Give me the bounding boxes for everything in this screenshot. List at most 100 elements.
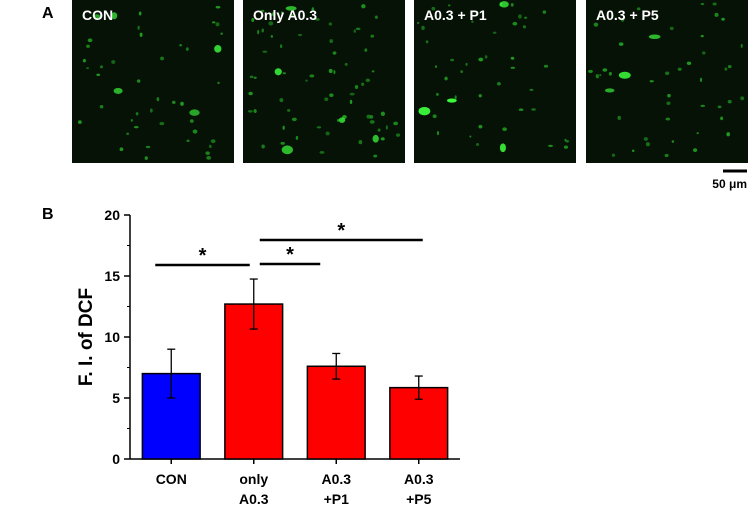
cell [524, 16, 528, 19]
x-tick-label: A0.3 +P5 [404, 471, 434, 507]
cell [432, 114, 437, 119]
cell [602, 68, 608, 72]
cell [285, 6, 297, 11]
cell [666, 101, 671, 105]
cell [135, 112, 139, 116]
cell [282, 125, 285, 130]
cell [475, 143, 480, 146]
cell [138, 11, 142, 16]
cell [253, 109, 257, 114]
cell [113, 87, 123, 94]
significance-label: * [337, 220, 345, 242]
cell [271, 12, 276, 16]
cell [717, 105, 722, 109]
cell [510, 56, 515, 60]
cell [82, 58, 86, 63]
cell [370, 34, 375, 38]
x-tick-label: CON [156, 471, 187, 487]
cell [385, 125, 388, 130]
cell [377, 128, 381, 132]
cell [380, 137, 385, 141]
cell [190, 119, 194, 123]
cell [126, 132, 130, 135]
cell [253, 76, 257, 79]
cell [564, 138, 567, 142]
cell [251, 17, 255, 23]
cell [396, 133, 401, 137]
cell [492, 31, 497, 34]
cell [305, 79, 308, 82]
x-tick-label: A0.3 +P1 [321, 471, 351, 507]
cell [471, 20, 474, 23]
cell [291, 117, 297, 122]
cell [324, 97, 329, 102]
cell [618, 42, 624, 46]
cell [287, 108, 291, 112]
cell [529, 88, 534, 91]
cell [372, 134, 379, 143]
cell [714, 12, 719, 17]
cell [664, 153, 669, 158]
cell [531, 108, 536, 111]
y-tick-label: 20 [104, 207, 120, 223]
micrograph [414, 0, 576, 163]
cell [727, 64, 732, 69]
cell [393, 121, 399, 126]
cell [599, 73, 602, 77]
cell [329, 93, 334, 98]
cell [93, 14, 101, 19]
scale-bar-label: 50 μm [712, 177, 747, 191]
cell [478, 57, 484, 62]
cell [518, 108, 524, 112]
cell [665, 71, 670, 76]
cell [210, 139, 216, 144]
cell [421, 25, 425, 31]
cell [369, 115, 374, 119]
micrograph [72, 0, 234, 163]
cell [186, 139, 190, 143]
cell [369, 120, 375, 124]
cell [309, 74, 315, 78]
cell [354, 85, 359, 90]
cell [447, 4, 451, 7]
cell [192, 129, 198, 134]
image-label: Only A0.3 [253, 7, 317, 23]
cell [444, 76, 448, 81]
cell [290, 13, 294, 17]
cell [645, 142, 650, 147]
cell [608, 71, 612, 76]
cell [295, 135, 299, 140]
cell [361, 4, 366, 9]
cell [643, 137, 648, 141]
x-tick-label: only A0.3 [239, 471, 269, 507]
cell [693, 148, 698, 153]
bar [306, 365, 366, 460]
cell [336, 119, 340, 122]
cell [371, 70, 375, 73]
cell [205, 151, 210, 155]
cell [364, 48, 368, 52]
cell [611, 153, 616, 157]
cell [417, 21, 420, 25]
cell [720, 116, 724, 121]
cell [111, 12, 118, 20]
y-tick-label: 10 [104, 329, 120, 345]
cell [446, 98, 457, 103]
cell [700, 104, 705, 107]
cell [217, 81, 220, 85]
micrograph [243, 0, 405, 163]
cell [478, 94, 482, 98]
cell [220, 32, 223, 36]
cell [700, 2, 705, 6]
cell [87, 38, 93, 43]
cell [100, 65, 103, 69]
cell [712, 2, 717, 6]
cell [671, 140, 675, 143]
cell [593, 22, 599, 27]
cell [145, 145, 151, 149]
cell [699, 77, 702, 83]
cell [512, 21, 518, 26]
cell [548, 144, 553, 147]
cell [180, 101, 184, 106]
cell [130, 119, 133, 122]
